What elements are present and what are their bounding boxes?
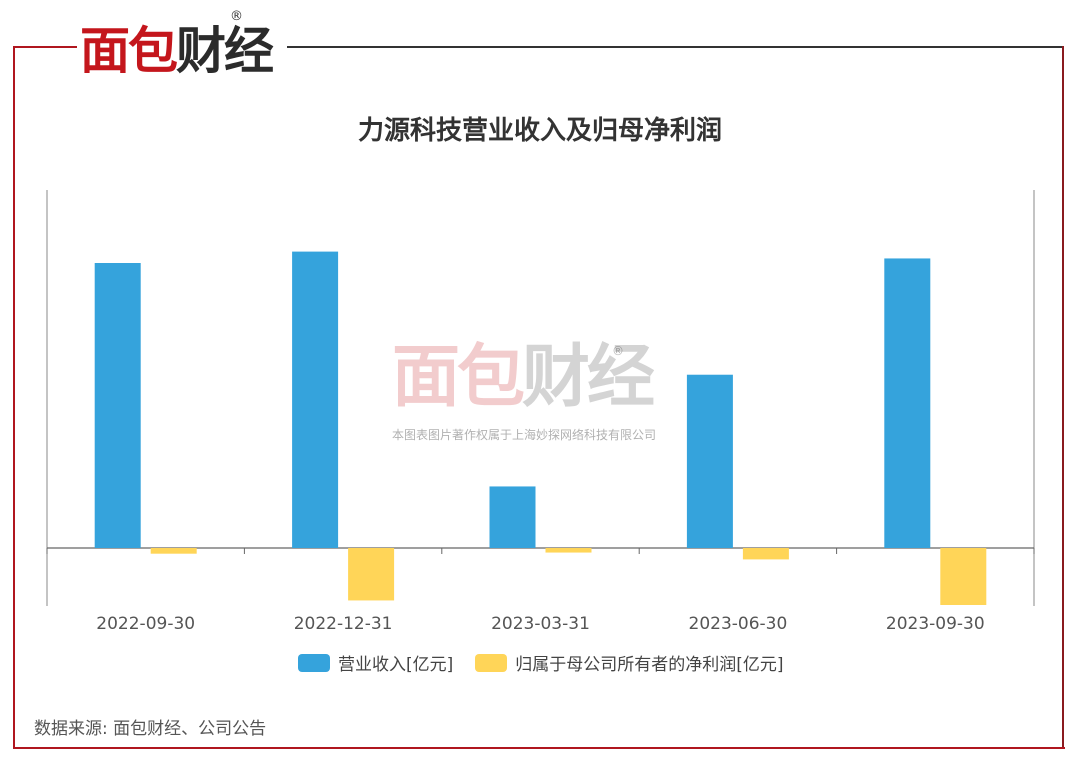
x-tick-label: 2023-06-30 <box>689 614 788 634</box>
registered-mark: ® <box>230 9 243 24</box>
x-tick-label: 2022-09-30 <box>96 614 195 634</box>
frame-border-right <box>1062 46 1064 749</box>
frame-border-top-left <box>13 46 77 48</box>
bar-net-profit <box>742 548 789 560</box>
frame-border-bottom <box>13 747 1065 749</box>
legend-swatch-revenue <box>298 653 330 672</box>
bar-net-profit <box>545 548 592 553</box>
frame-border-top-right <box>287 46 1064 48</box>
data-source-note: 数据来源: 面包财经、公司公告 <box>34 719 267 739</box>
legend-item-net-profit[interactable]: 归属于母公司所有者的净利润[亿元] <box>475 650 784 675</box>
frame-border-left <box>13 46 15 749</box>
legend-swatch-net-profit <box>475 653 508 672</box>
x-tick-label: 2023-09-30 <box>886 614 985 634</box>
bar-revenue <box>884 258 931 548</box>
bar-revenue <box>686 374 733 548</box>
bar-net-profit <box>940 548 987 605</box>
bar-revenue <box>489 486 536 548</box>
chart-legend: 营业收入[亿元] 归属于母公司所有者的净利润[亿元] <box>298 650 806 675</box>
logo-part-2: 财经 <box>176 22 274 80</box>
bar-revenue <box>94 263 141 548</box>
x-tick-label: 2022-12-31 <box>294 614 393 634</box>
legend-label-net-profit: 归属于母公司所有者的净利润[亿元] <box>515 655 784 675</box>
legend-label-revenue: 营业收入[亿元] <box>338 655 454 675</box>
bar-revenue <box>292 251 339 548</box>
legend-item-revenue[interactable]: 营业收入[亿元] <box>298 650 453 675</box>
x-tick-label: 2023-03-31 <box>491 614 590 634</box>
chart-title: 力源科技营业收入及归母净利润 <box>357 116 722 146</box>
bar-net-profit <box>150 548 197 554</box>
brand-logo: 面包 财经 ® <box>80 10 274 80</box>
bar-net-profit <box>348 548 395 601</box>
logo-part-1: 面包 <box>80 22 178 80</box>
